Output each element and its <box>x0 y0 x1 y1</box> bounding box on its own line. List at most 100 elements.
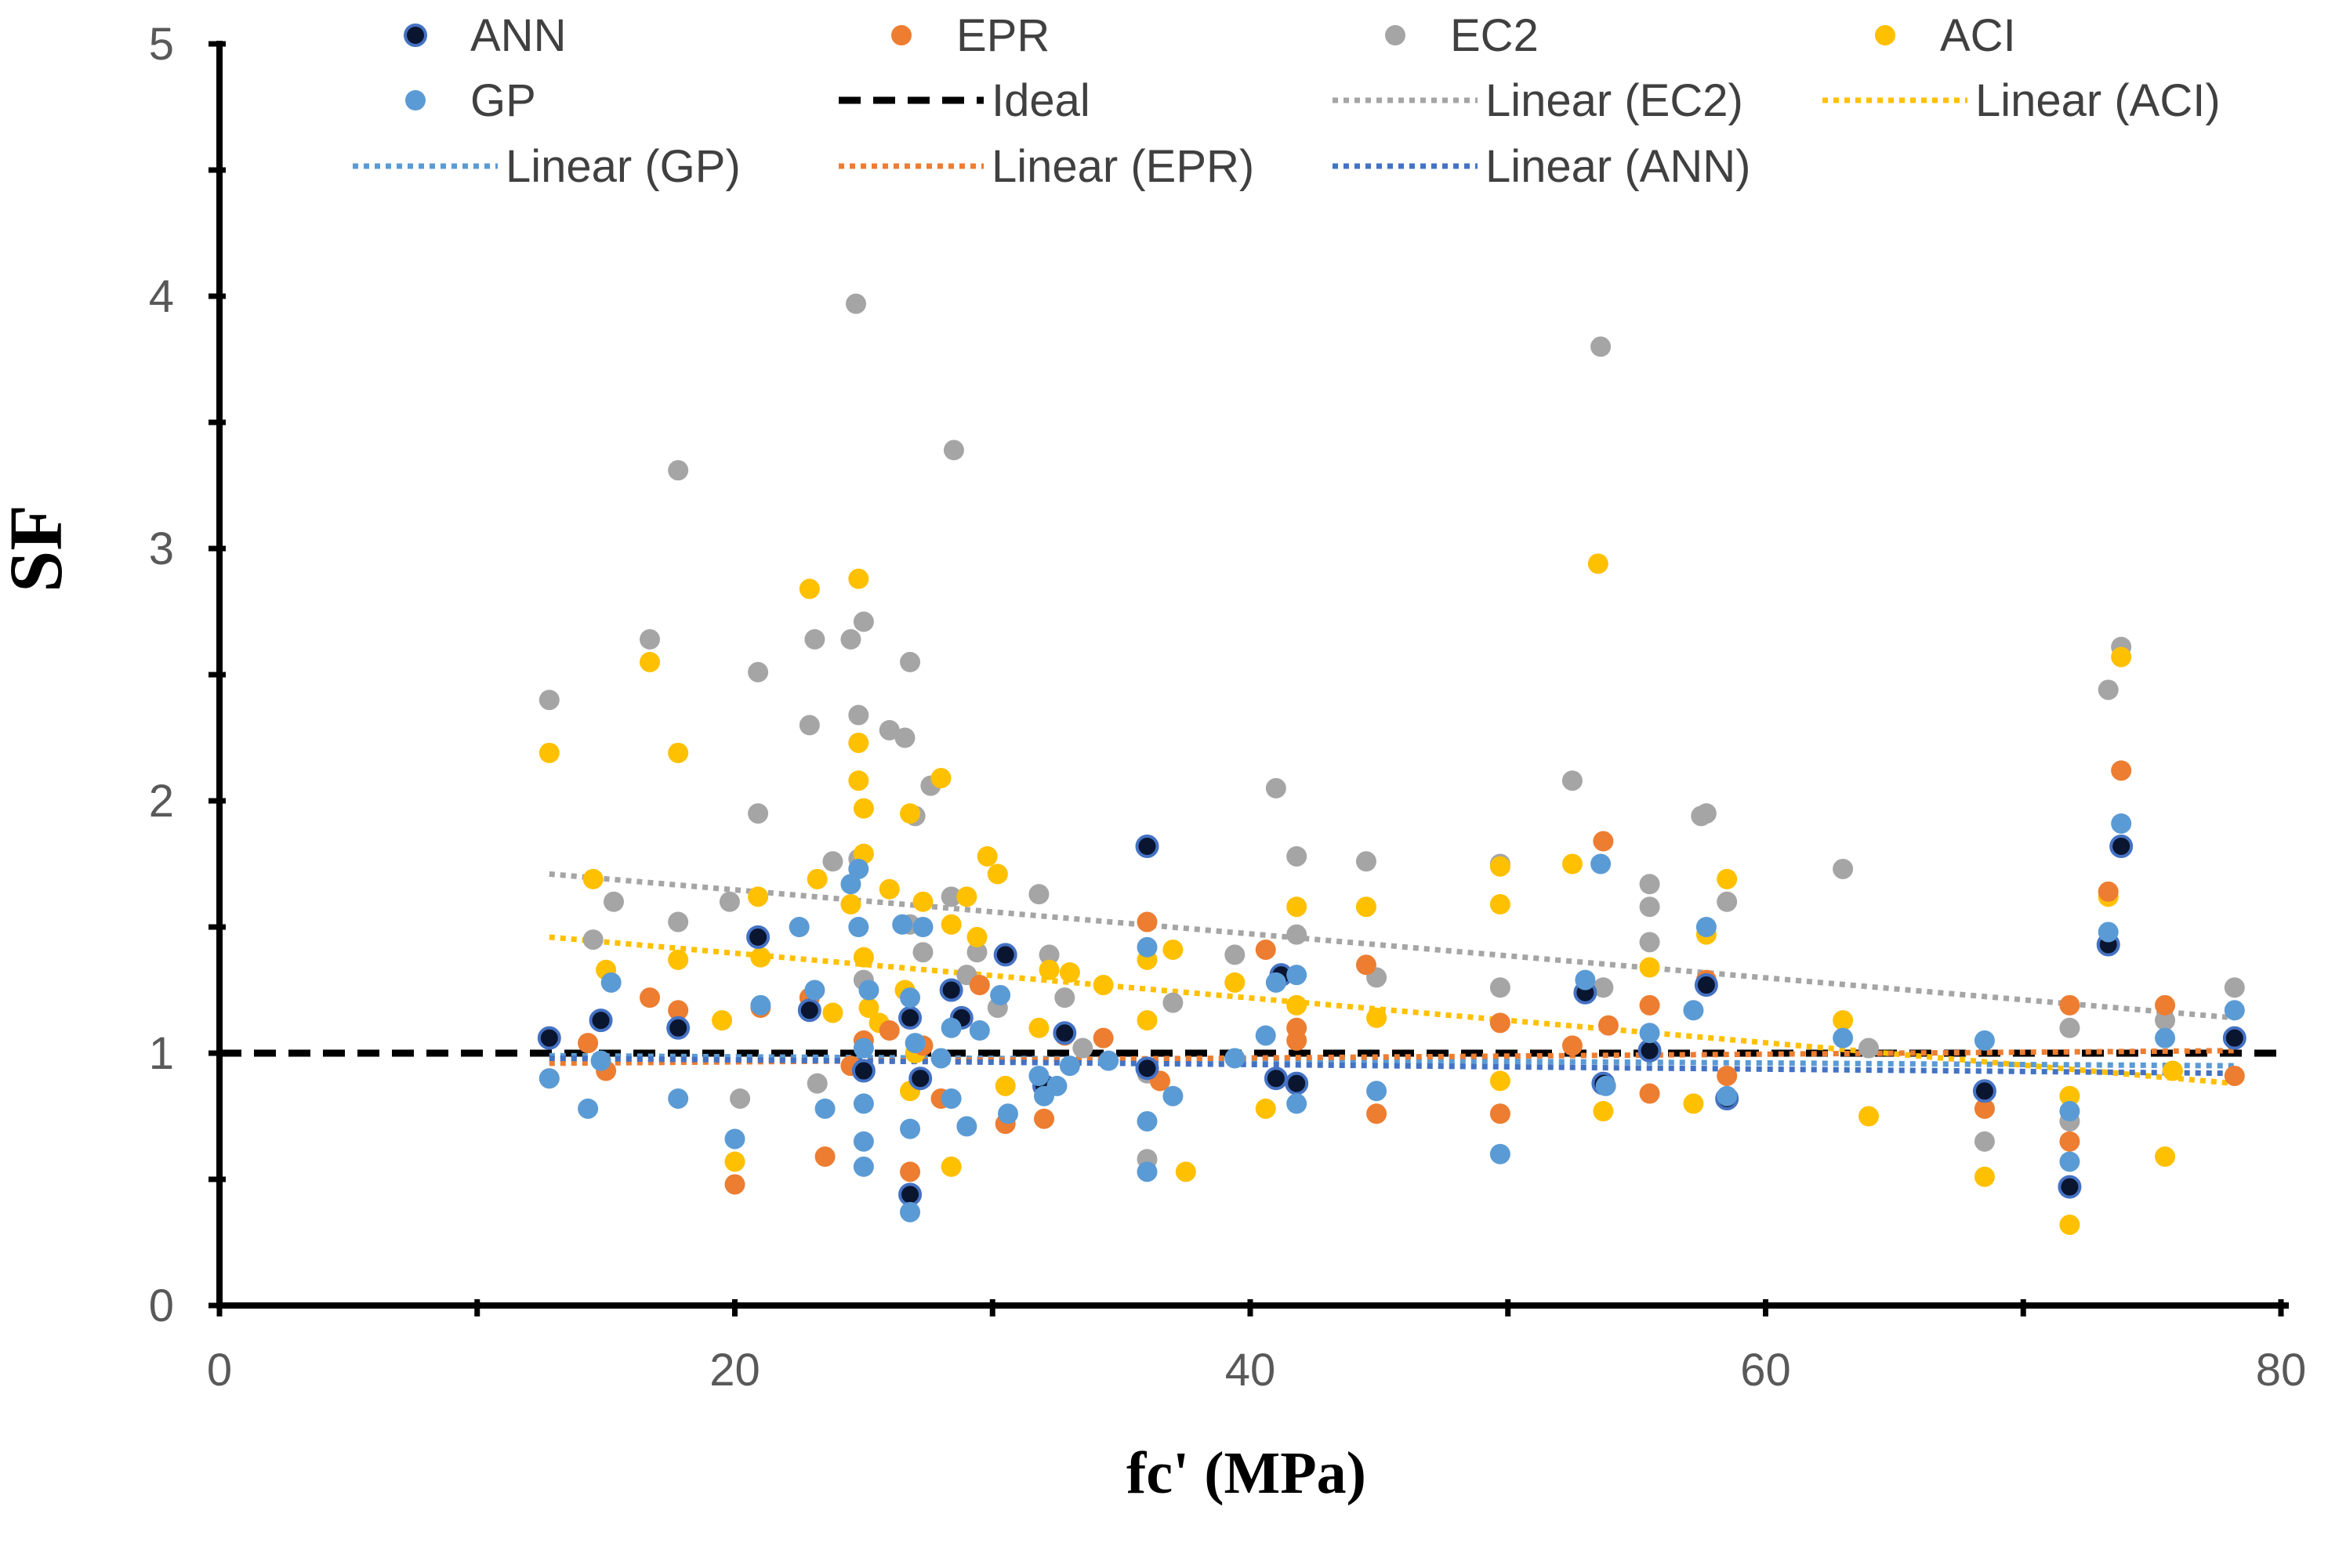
point-epr <box>1593 831 1614 852</box>
point-epr <box>1355 954 1376 976</box>
point-ec2 <box>900 651 921 672</box>
point-ec2 <box>1355 851 1376 872</box>
point-ec2 <box>966 942 988 963</box>
legend-label-aci: ACI <box>1940 10 2016 61</box>
point-gp <box>1255 1025 1276 1046</box>
x-tick-label: 40 <box>1225 1345 1276 1396</box>
point-epr <box>1255 939 1276 960</box>
point-epr <box>1093 1027 1114 1048</box>
point-ec2 <box>1593 977 1614 998</box>
point-gp <box>1137 1110 1158 1132</box>
point-epr <box>900 1161 921 1182</box>
point-aci <box>956 886 977 907</box>
point-epr <box>814 1146 836 1168</box>
point-gp <box>1059 1056 1080 1077</box>
point-epr <box>1561 1035 1583 1056</box>
point-gp <box>668 1088 689 1109</box>
legend-marker-aci <box>1875 25 1895 45</box>
y-tick-label: 4 <box>149 271 174 322</box>
legend-label-linear-ann: Linear (ANN) <box>1485 141 1750 192</box>
point-ann <box>939 978 963 1002</box>
point-gp <box>912 917 934 937</box>
point-ann <box>589 1009 613 1033</box>
point-ec2 <box>1054 987 1075 1009</box>
point-ec2 <box>1858 1037 1879 1059</box>
point-ec2 <box>1639 874 1660 895</box>
points-group <box>537 293 2246 1235</box>
point-ec2 <box>2098 679 2119 701</box>
legend-item-ec2: EC2 <box>1385 10 1539 61</box>
point-ec2 <box>668 460 689 481</box>
point-ec2 <box>748 661 769 683</box>
point-ec2 <box>1974 1131 1995 1152</box>
legend-label-ann: ANN <box>470 10 566 61</box>
point-epr <box>1286 1030 1307 1051</box>
point-epr <box>1597 1015 1619 1036</box>
legend-item-aci: ACI <box>1875 10 2016 61</box>
point-ann <box>1972 1079 1996 1103</box>
point-gp <box>905 1033 926 1054</box>
point-ann <box>898 1182 923 1207</box>
point-epr <box>1489 1012 1510 1034</box>
point-gp <box>941 1017 962 1038</box>
point-gp <box>1366 1081 1387 1102</box>
point-aci <box>2059 1085 2080 1106</box>
x-axis-title: fc' (MPa) <box>1126 1440 1366 1506</box>
point-ec2 <box>1039 944 1060 965</box>
point-gp <box>789 917 810 937</box>
point-aci <box>582 868 604 889</box>
point-epr <box>640 987 661 1009</box>
point-ec2 <box>1162 992 1184 1013</box>
point-ec2 <box>640 628 661 650</box>
point-epr <box>578 1033 599 1054</box>
point-gp <box>848 858 869 879</box>
legend-marker-gp <box>405 90 426 110</box>
point-ec2 <box>912 942 934 963</box>
point-gp <box>853 1156 874 1177</box>
axes-group: 0 20 40 60 80 0 1 2 3 4 5 <box>149 19 2307 1396</box>
point-epr <box>2155 994 2176 1016</box>
point-ann <box>1135 1056 1159 1081</box>
point-aci <box>900 803 921 824</box>
point-gp <box>1489 1143 1510 1164</box>
point-ann <box>1053 1021 1077 1045</box>
point-aci <box>858 998 879 1019</box>
point-aci <box>995 1075 1016 1096</box>
point-aci <box>1489 1070 1510 1092</box>
point-aci <box>853 798 874 819</box>
point-epr <box>668 1000 689 1021</box>
point-aci <box>1561 853 1583 875</box>
point-gp <box>804 980 825 1001</box>
point-aci <box>966 926 988 947</box>
point-ec2 <box>804 628 825 650</box>
point-gp <box>590 1050 611 1071</box>
point-gp <box>600 972 622 993</box>
point-gp <box>538 1068 560 1089</box>
point-aci <box>1137 1010 1158 1031</box>
point-gp <box>2059 1151 2080 1172</box>
point-gp <box>1717 1085 1738 1106</box>
point-gp <box>892 914 913 935</box>
point-aci <box>879 878 900 900</box>
point-gp <box>1162 1085 1184 1106</box>
point-aci <box>1162 939 1184 960</box>
point-ec2 <box>846 293 867 314</box>
point-ec2 <box>748 803 769 824</box>
point-ec2 <box>668 911 689 932</box>
point-gp <box>724 1128 745 1150</box>
point-gp <box>1224 1048 1246 1069</box>
point-aci <box>912 891 934 912</box>
point-aci <box>668 949 689 970</box>
point-epr <box>1366 1103 1387 1124</box>
point-aci <box>941 914 962 935</box>
point-aci <box>1587 553 1608 574</box>
point-ec2 <box>1590 336 1612 357</box>
legend-label-ideal: Ideal <box>992 75 1090 126</box>
point-ec2 <box>879 719 900 741</box>
point-aci <box>668 742 689 763</box>
point-ec2 <box>1028 884 1050 905</box>
point-ec2 <box>582 929 604 951</box>
point-aci <box>941 1156 962 1177</box>
